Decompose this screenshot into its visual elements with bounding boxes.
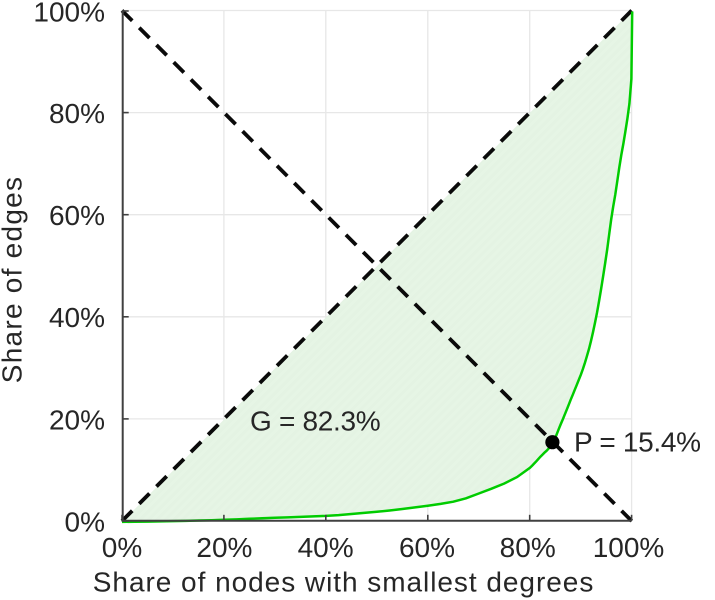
svg-text:Share of edges: Share of edges <box>0 176 28 383</box>
svg-text:60%: 60% <box>399 532 455 563</box>
svg-text:60%: 60% <box>49 200 105 231</box>
svg-text:100%: 100% <box>33 0 105 27</box>
svg-text:80%: 80% <box>49 98 105 129</box>
svg-text:G = 82.3%: G = 82.3% <box>250 405 380 436</box>
svg-text:40%: 40% <box>298 532 354 563</box>
svg-text:0%: 0% <box>65 506 105 537</box>
svg-text:Share of nodes with smallest d: Share of nodes with smallest degrees <box>93 567 594 598</box>
svg-text:40%: 40% <box>49 302 105 333</box>
svg-text:P = 15.4%: P = 15.4% <box>574 426 701 457</box>
svg-text:20%: 20% <box>196 532 252 563</box>
svg-text:80%: 80% <box>500 532 556 563</box>
svg-text:0%: 0% <box>102 532 142 563</box>
svg-text:100%: 100% <box>593 532 665 563</box>
svg-text:20%: 20% <box>49 404 105 435</box>
